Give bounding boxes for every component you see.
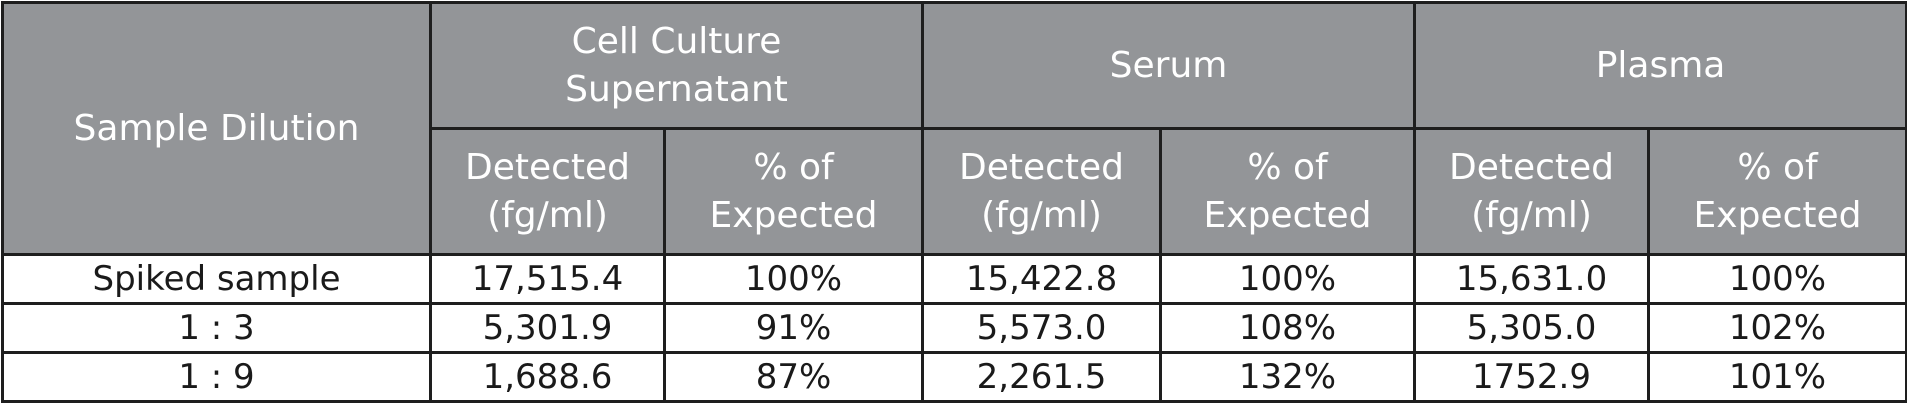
table-cell: 1752.9: [1413, 351, 1651, 403]
subheader-cell-culture-percent: % of Expected: [662, 127, 925, 256]
table-cell: 132%: [1159, 351, 1417, 403]
table-cell: 15,422.8: [921, 253, 1163, 305]
subheader-serum-percent: % of Expected: [1159, 127, 1417, 256]
table-row: 1 : 3 5,301.9 91% 5,573.0 108% 5,305.0 1…: [1, 302, 1907, 354]
subheader-plasma-detected: Detected (fg/ml): [1413, 127, 1651, 256]
table-cell: 101%: [1647, 351, 1907, 403]
table-cell: 2,261.5: [921, 351, 1163, 403]
row-label: 1 : 9: [1, 351, 432, 403]
table-cell: 17,515.4: [429, 253, 666, 305]
group-header-row: Sample Dilution Cell Culture Supernatant…: [1, 1, 1907, 256]
table-cell: 100%: [662, 253, 925, 305]
table-cell: 5,305.0: [1413, 302, 1651, 354]
table-cell: 91%: [662, 302, 925, 354]
table-cell: 87%: [662, 351, 925, 403]
subheader-cell-culture-detected: Detected (fg/ml): [429, 127, 666, 256]
row-label: Spiked sample: [1, 253, 432, 305]
sample-dilution-header: Sample Dilution: [1, 1, 432, 256]
group-header-cell-culture: Cell Culture Supernatant: [428, 1, 925, 130]
subheader-serum-detected: Detected (fg/ml): [921, 127, 1163, 256]
table-cell: 15,631.0: [1413, 253, 1651, 305]
table-header: Sample Dilution Cell Culture Supernatant…: [1, 1, 1907, 256]
table-cell: 5,573.0: [921, 302, 1163, 354]
table-cell: 102%: [1647, 302, 1907, 354]
subheader-plasma-percent: % of Expected: [1647, 127, 1907, 256]
table-cell: 108%: [1159, 302, 1417, 354]
table-cell: 100%: [1159, 253, 1417, 305]
row-label: 1 : 3: [1, 302, 432, 354]
table-row: Spiked sample 17,515.4 100% 15,422.8 100…: [1, 253, 1907, 305]
table-cell: 5,301.9: [429, 302, 666, 354]
table-cell: 100%: [1647, 253, 1907, 305]
table-body: Spiked sample 17,515.4 100% 15,422.8 100…: [1, 253, 1907, 403]
table-cell: 1,688.6: [429, 351, 666, 403]
table-row: 1 : 9 1,688.6 87% 2,261.5 132% 1752.9 10…: [1, 351, 1907, 403]
group-header-plasma: Plasma: [1413, 1, 1907, 130]
group-header-serum: Serum: [921, 1, 1417, 130]
subheader-row: Detected (fg/ml) % of Expected Detected …: [3, 127, 1907, 256]
